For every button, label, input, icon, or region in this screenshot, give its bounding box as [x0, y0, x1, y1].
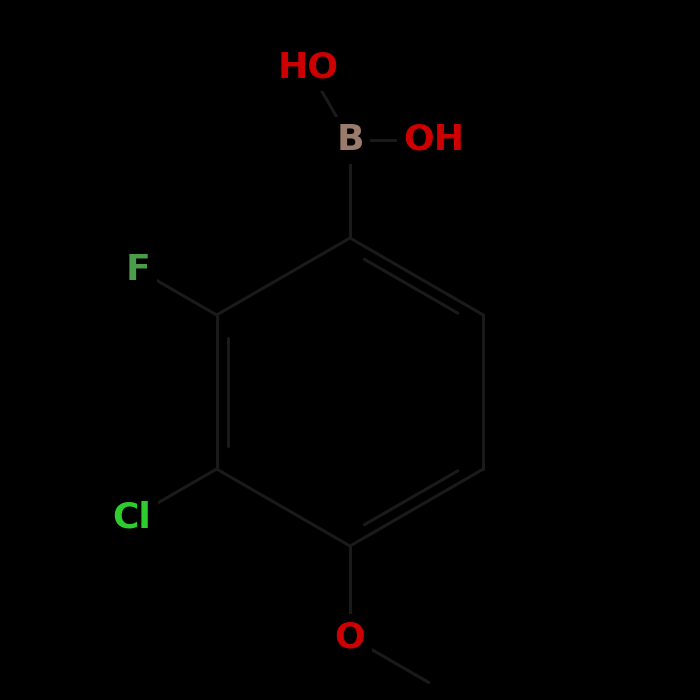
Text: HO: HO — [277, 50, 339, 84]
Text: OH: OH — [403, 123, 465, 157]
Text: F: F — [125, 253, 150, 286]
Text: Cl: Cl — [113, 501, 151, 535]
Text: B: B — [336, 123, 364, 157]
Text: O: O — [335, 620, 365, 654]
